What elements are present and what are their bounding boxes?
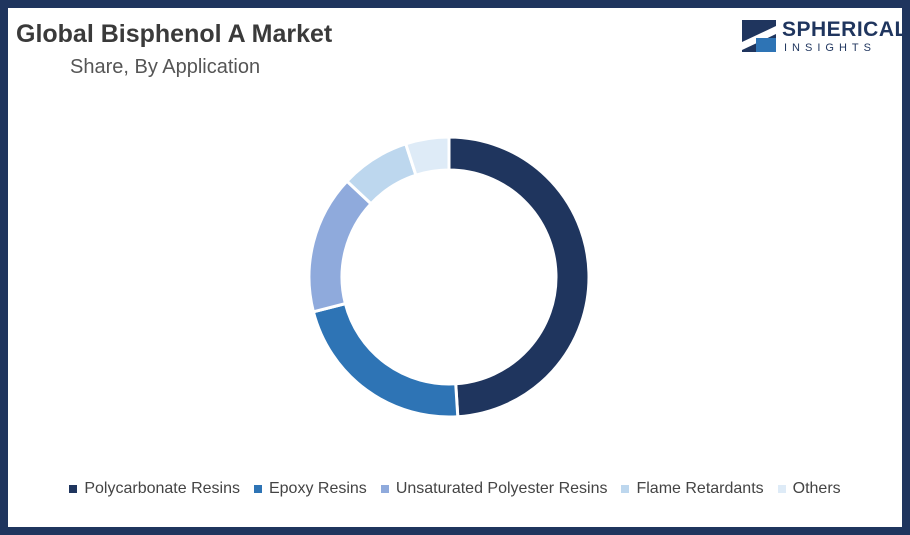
donut-slice: [447, 135, 591, 419]
donut-slice: [307, 179, 374, 314]
logo-tagline: INSIGHTS: [784, 42, 876, 54]
legend-label: Polycarbonate Resins: [84, 480, 240, 497]
legend-item: Unsaturated Polyester Resins: [380, 480, 608, 498]
legend-label: Unsaturated Polyester Resins: [395, 480, 608, 497]
donut-slice: [403, 135, 451, 178]
legend-item: Flame Retardants: [621, 480, 764, 498]
legend-label: Flame Retardants: [636, 480, 764, 497]
legend-item: Others: [777, 480, 841, 498]
legend: Polycarbonate Resins Epoxy Resins Unsatura…: [0, 480, 910, 498]
legend-swatch: [380, 485, 389, 493]
legend-label: Others: [792, 480, 841, 497]
legend-item: Polycarbonate Resins: [69, 480, 240, 498]
chart-title: Global Bisphenol A Market: [16, 20, 333, 48]
legend-swatch: [777, 485, 786, 493]
legend-swatch: [253, 485, 262, 493]
logo-icon: [742, 20, 776, 52]
legend-item: Epoxy Resins: [253, 480, 367, 498]
legend-swatch: [621, 485, 630, 493]
legend-label: Epoxy Resins: [268, 480, 367, 497]
chart-subtitle: Share, By Application: [70, 56, 261, 78]
legend-swatch: [69, 485, 78, 493]
logo-name: SPHERICAL: [782, 18, 908, 41]
donut-slice: [311, 301, 460, 419]
logo: SPHERICAL INSIGHTS: [742, 16, 907, 62]
